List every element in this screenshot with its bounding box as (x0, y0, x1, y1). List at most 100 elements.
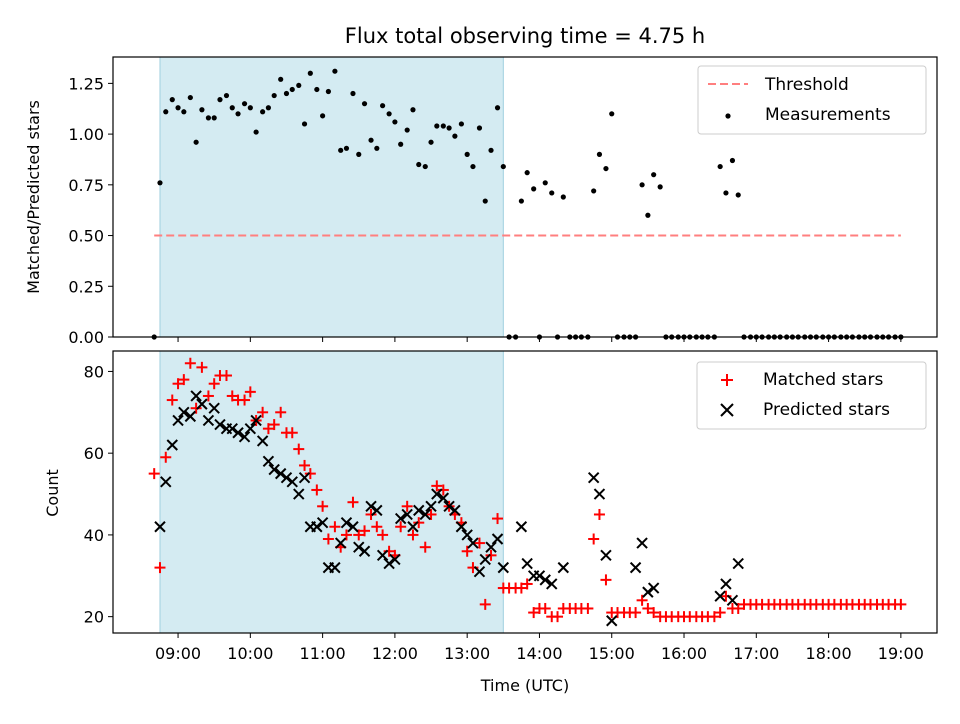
predicted-star-point (473, 565, 486, 578)
bottom-y-tick-label: 40 (84, 526, 104, 545)
matched-star-point (461, 545, 473, 557)
measurement-point (211, 115, 217, 121)
predicted-star-point (293, 488, 305, 500)
measurement-point (723, 190, 729, 196)
measurement-point (392, 119, 398, 125)
measurement-point (518, 198, 524, 204)
top-y-tick-label: 0.50 (68, 227, 104, 246)
measurement-point (416, 161, 422, 168)
predicted-star-point (394, 512, 407, 525)
predicted-star-point (726, 594, 739, 607)
bottom-y-tick-label: 60 (84, 444, 104, 463)
matched-star-point (401, 500, 413, 512)
matched-star-point (630, 607, 642, 619)
measurement-point (560, 194, 566, 200)
top-legend: Threshold Measurements (697, 65, 927, 135)
predicted-star-point (455, 521, 468, 533)
measurement-point (187, 94, 193, 101)
predicted-star-point (557, 561, 570, 574)
measurement-point (729, 157, 736, 164)
measurement-point (470, 163, 476, 170)
matched-star-point (317, 500, 329, 512)
matched-star-point (226, 390, 238, 402)
measurement-point (320, 113, 326, 119)
measurement-point (500, 163, 506, 170)
measurement-point (283, 90, 290, 97)
measurement-point (181, 109, 187, 115)
matched-star-point (262, 423, 274, 435)
measurement-point (253, 129, 259, 135)
measurement-point (169, 97, 175, 103)
predicted-star-point (642, 586, 654, 598)
matched-star-point (353, 529, 365, 541)
measurement-point (603, 165, 609, 172)
top-y-tick-label: 0.25 (68, 277, 104, 296)
bottom-legend: Matched stars Predicted stars (696, 361, 927, 430)
predicted-star-point (202, 414, 215, 427)
measurement-point (422, 163, 428, 170)
matched-star-point (588, 533, 600, 545)
matched-star-point (425, 508, 437, 520)
predicted-star-point (232, 427, 244, 439)
predicted-star-point (720, 578, 732, 590)
measurement-point (452, 133, 458, 139)
predicted-star-point (606, 615, 618, 627)
predicted-star-point (358, 545, 371, 557)
predicted-star-point (485, 541, 497, 553)
bottom-y-tick-label: 20 (84, 608, 104, 627)
measurement-point (596, 151, 603, 157)
matched-star-point (322, 533, 334, 545)
measurement-point (247, 105, 253, 111)
measurement-point (591, 188, 597, 194)
matched-star-point (329, 521, 341, 533)
measurement-point (398, 141, 404, 147)
predicted-star-point (449, 504, 461, 517)
predicted-star-point (238, 431, 251, 443)
measurement-point (464, 151, 470, 157)
matched-star-point (593, 508, 605, 520)
matched-star-point (642, 602, 654, 614)
measurement-point (735, 192, 741, 198)
measurement-point (380, 103, 386, 109)
matched-star-point (293, 443, 305, 455)
measurement-point (549, 190, 555, 196)
predicted-star-point (383, 557, 395, 570)
legend-measurements-label: Measurements (765, 105, 891, 125)
predicted-star-point (376, 549, 389, 562)
predicted-star-point (154, 521, 166, 533)
matched-star-point (220, 370, 232, 382)
predicted-star-point (419, 508, 431, 521)
predicted-star-point (160, 476, 172, 488)
matched-star-point (239, 394, 251, 406)
matched-star-point (196, 361, 208, 373)
predicted-star-point (178, 406, 190, 419)
top-observing-window (159, 56, 504, 338)
matched-star-point (154, 562, 166, 574)
matched-star-point (732, 602, 744, 614)
top-axes-frame (112, 56, 938, 338)
matched-star-point (190, 402, 202, 414)
top-ylabel: Matched/Predicted stars (24, 100, 43, 294)
top-y-tick-label: 0.00 (68, 328, 104, 347)
matched-star-point (178, 374, 190, 386)
measurement-point (217, 97, 223, 103)
predicted-star-point (533, 570, 546, 582)
matched-star-point (286, 427, 298, 439)
measurement-point (440, 123, 446, 129)
x-tick-label: 13:00 (444, 644, 490, 663)
x-tick-label: 17:00 (733, 644, 779, 663)
legend-matched-label: Matched stars (763, 370, 883, 390)
matched-star-point (648, 607, 660, 619)
matched-star-point (431, 480, 443, 492)
matched-star-point (340, 529, 352, 541)
top-y-tick-label: 1.00 (68, 125, 104, 144)
measurement-point (343, 145, 350, 151)
x-tick-label: 11:00 (300, 644, 346, 663)
predicted-star-point (732, 557, 744, 570)
predicted-star-point (353, 541, 365, 553)
predicted-star-point (311, 521, 323, 533)
x-tick-label: 18:00 (806, 644, 852, 663)
measurement-point (296, 82, 302, 89)
measurement-point (193, 139, 199, 145)
